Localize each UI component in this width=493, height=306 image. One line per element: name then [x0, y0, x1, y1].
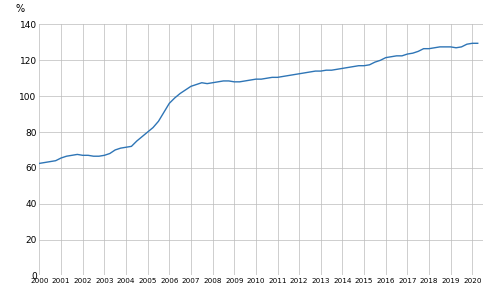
Text: %: %: [15, 5, 24, 14]
